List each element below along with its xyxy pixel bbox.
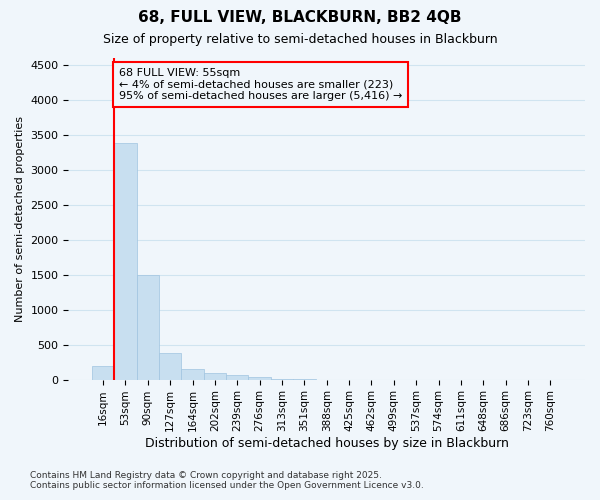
Text: Size of property relative to semi-detached houses in Blackburn: Size of property relative to semi-detach…: [103, 32, 497, 46]
Bar: [92, 366, 114, 380]
Y-axis label: Number of semi-detached properties: Number of semi-detached properties: [15, 116, 25, 322]
X-axis label: Distribution of semi-detached houses by size in Blackburn: Distribution of semi-detached houses by …: [145, 437, 509, 450]
Bar: [114, 143, 137, 380]
Bar: [248, 378, 271, 380]
Text: Contains HM Land Registry data © Crown copyright and database right 2025.
Contai: Contains HM Land Registry data © Crown c…: [30, 470, 424, 490]
Bar: [159, 353, 181, 380]
Bar: [204, 374, 226, 380]
Bar: [226, 376, 248, 380]
Bar: [137, 274, 159, 380]
Text: 68, FULL VIEW, BLACKBURN, BB2 4QB: 68, FULL VIEW, BLACKBURN, BB2 4QB: [138, 10, 462, 25]
Text: 68 FULL VIEW: 55sqm
← 4% of semi-detached houses are smaller (223)
95% of semi-d: 68 FULL VIEW: 55sqm ← 4% of semi-detache…: [119, 68, 402, 101]
Bar: [181, 369, 204, 380]
